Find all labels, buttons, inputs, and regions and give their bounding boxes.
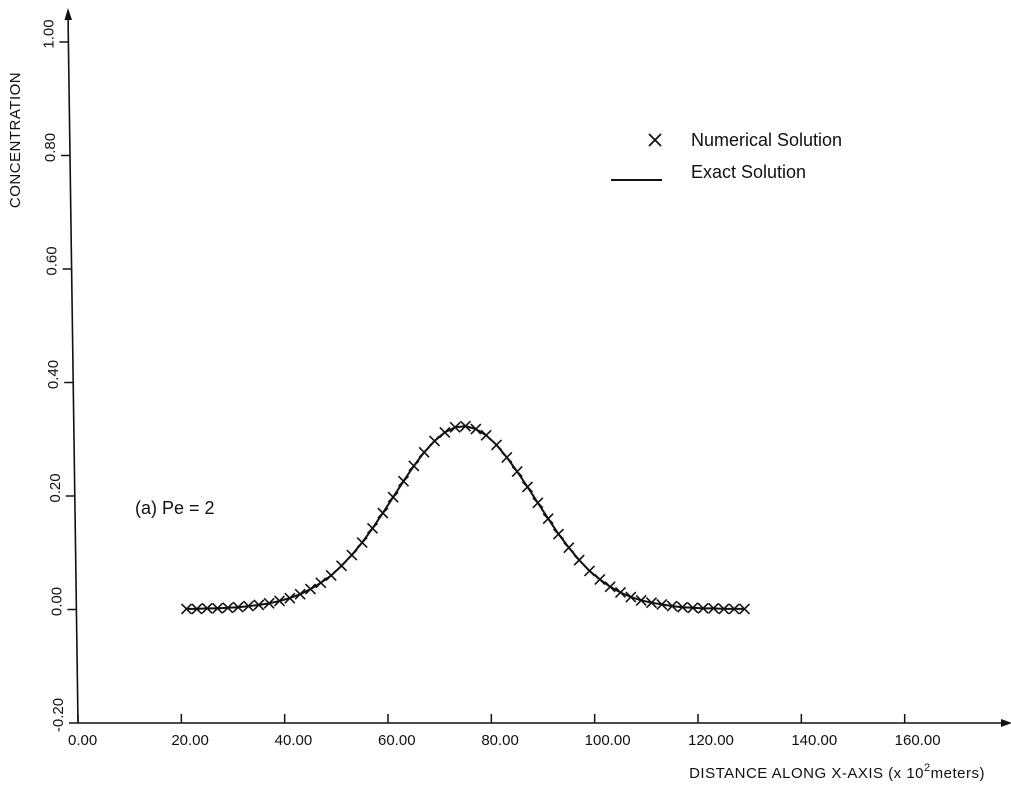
plot-area [180,420,751,615]
data-point-numerical [480,429,492,441]
data-point-numerical [397,475,410,487]
data-point-numerical [366,522,379,534]
data-point-numerical [542,513,554,525]
data-point-numerical [738,603,751,615]
data-point-numerical [408,460,420,472]
x-tick-label: 160.00 [895,732,941,749]
data-point-numerical [242,600,255,612]
x-tick-label: 80.00 [481,732,519,749]
data-point-numerical [573,554,585,566]
data-point-numerical [676,601,689,613]
x-tick-label: 140.00 [791,732,837,749]
legend: Numerical Solution Exact Solution [611,130,842,182]
data-point-numerical [356,536,368,549]
data-point-numerical [594,573,606,585]
data-point-numerical [387,491,399,503]
x-axis-title-exponent: 2 [924,762,931,774]
data-point-numerical [294,588,306,600]
x-axis-title-main: DISTANCE ALONG X-AXIS (x 10 [689,765,924,782]
y-tick-label: -0.20 [50,698,67,732]
data-point-numerical [687,602,699,614]
data-point-numerical [718,603,730,615]
y-tick-label: 0.00 [48,587,65,616]
data-point-numerical [635,594,647,606]
data-point-numerical [583,565,596,577]
x-tick-label: 100.00 [585,732,631,749]
data-point-numerical [656,598,668,610]
data-point-numerical [263,597,275,609]
data-point-numerical [645,597,658,609]
data-point-numerical [201,602,213,614]
data-point-numerical [521,481,534,493]
data-point-numerical [346,549,358,561]
data-point-numerical [532,497,544,509]
data-point-numerical [449,421,461,433]
y-tick-label: 0.80 [42,133,59,162]
data-point-numerical [697,602,709,614]
data-point-numerical [552,528,565,540]
y-ticks: -0.20 0.00 0.20 0.40 0.60 0.80 1.00 [40,19,78,732]
data-point-numerical [707,602,720,614]
data-point-numerical [728,603,740,615]
x-tick-label: 60.00 [378,732,416,749]
data-point-numerical [418,446,430,458]
x-axis-arrow-icon [1001,719,1011,727]
y-tick-label: 1.00 [40,19,57,48]
data-point-numerical [501,451,513,463]
legend-label-numerical: Numerical Solution [691,130,842,150]
peclet-annotation: (a) Pe = 2 [135,498,215,518]
data-point-numerical [211,602,224,614]
y-tick-label: 0.20 [47,473,64,502]
data-point-numerical [563,542,575,554]
data-point-numerical [335,560,348,572]
data-point-numerical [459,420,472,432]
x-tick-label: 0.00 [68,732,97,749]
data-point-numerical [253,599,265,611]
data-point-numerical [439,426,451,439]
x-ticks: 0.00 20.00 40.00 60.00 80.00 100.00 120.00 140.… [68,714,941,749]
y-axis-title: CONCENTRATION [7,72,24,208]
x-tick-label: 20.00 [171,732,209,749]
data-point-numerical [232,601,244,613]
x-axis-title-suffix: meters) [931,765,985,782]
data-point-numerical [490,439,503,451]
data-point-numerical [666,600,678,612]
legend-marker-x-icon [648,133,662,147]
series-markers-numerical [180,420,751,615]
series-line-exact [186,425,745,610]
data-point-numerical [625,591,637,603]
data-point-numerical [614,586,627,599]
data-point-numerical [511,466,523,478]
data-point-numerical [180,603,193,615]
x-tick-label: 40.00 [275,732,313,749]
x-axis-title: DISTANCE ALONG X-AXIS (x 102meters) [689,762,985,782]
data-point-numerical [273,595,286,607]
data-point-numerical [222,602,234,614]
data-point-numerical [325,569,337,582]
data-point-numerical [284,592,296,604]
y-axis-arrow-icon [64,8,72,20]
data-point-numerical [315,577,327,589]
data-point-numerical [304,583,317,595]
data-point-numerical [191,603,203,615]
data-point-numerical [428,435,441,447]
legend-label-exact: Exact Solution [691,162,806,182]
data-point-numerical [377,507,389,519]
x-tick-label: 120.00 [688,732,734,749]
data-point-numerical [604,581,616,593]
axes [64,8,1011,727]
y-tick-label: 0.40 [45,360,62,389]
data-point-numerical [470,423,482,435]
y-axis-line [67,13,79,724]
y-tick-label: 0.60 [44,246,61,275]
